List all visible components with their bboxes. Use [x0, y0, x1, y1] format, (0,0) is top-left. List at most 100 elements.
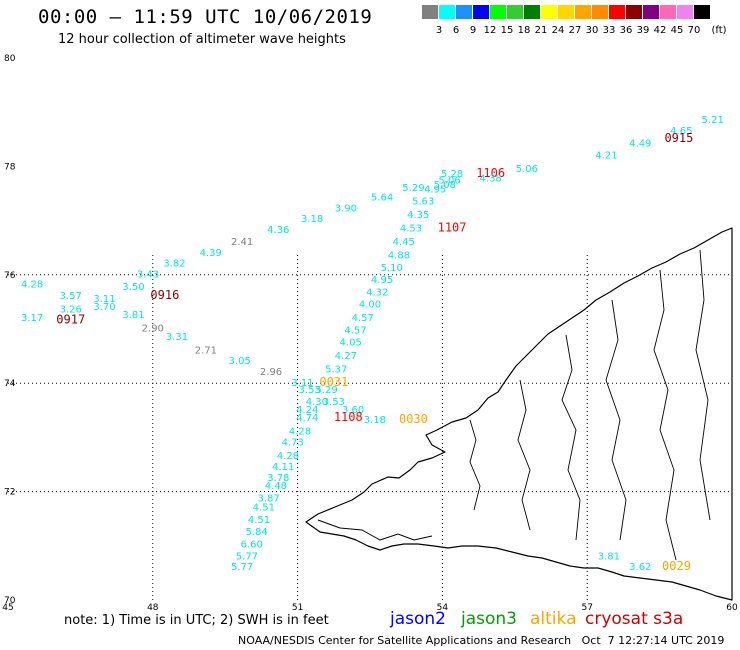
wave-height-label: 6.60	[241, 539, 263, 550]
wave-height-label: 3.18	[301, 214, 323, 225]
color-swatch	[592, 5, 609, 19]
river-line	[653, 269, 677, 561]
wave-height-label: 4.36	[267, 225, 289, 236]
wave-height-label: 3.26	[60, 305, 82, 316]
wave-height-label: 4.53	[400, 223, 422, 234]
wave-height-label: 3.31	[166, 332, 188, 343]
color-swatch	[677, 5, 694, 19]
wave-height-label: 5.10	[381, 263, 403, 274]
color-scale-tick: 36	[619, 25, 633, 36]
satellite-legend-altika: altika	[530, 609, 577, 629]
x-axis-tick-label: 45	[2, 603, 13, 613]
wave-height-label: 5.28	[441, 169, 463, 180]
color-scale-tick: 6	[452, 25, 460, 36]
wave-height-label: 5.84	[245, 527, 267, 538]
color-scale-tick: 9	[469, 25, 477, 36]
wave-height-label: 3.81	[122, 310, 144, 321]
wave-height-label: 3.57	[60, 291, 82, 302]
wave-height-label: 4.57	[344, 325, 366, 336]
color-swatch	[694, 5, 711, 19]
river-line	[469, 419, 481, 511]
wave-height-label: 4.05	[340, 337, 362, 348]
color-swatch	[490, 5, 507, 19]
satellite-legend-jason2: jason2	[390, 609, 446, 629]
wave-height-label: 4.35	[407, 210, 429, 221]
wave-height-label: 4.49	[629, 138, 651, 149]
wave-height-label: 5.06	[439, 176, 461, 187]
satellite-legend-cryosat-s3a: cryosat s3a	[585, 609, 684, 629]
pass-time-label: 0031	[319, 375, 348, 389]
color-swatch	[507, 5, 524, 19]
color-scale-unit: (ft)	[711, 25, 727, 36]
wave-height-label: 4.57	[352, 313, 374, 324]
satellite-legend-jason3: jason3	[461, 609, 517, 629]
color-swatch	[524, 5, 541, 19]
wave-height-label: 4.21	[595, 150, 617, 161]
color-scale-tick: 45	[670, 25, 684, 36]
color-swatch	[456, 5, 473, 19]
color-scale-tick: 3	[435, 25, 443, 36]
wave-height-label: 4.73	[282, 438, 304, 449]
wave-height-label: 4.88	[388, 251, 410, 262]
coastline	[317, 519, 433, 541]
wave-height-label: 4.28	[277, 451, 299, 462]
wave-height-label: 3.53	[323, 397, 345, 408]
wave-height-label: 3.81	[598, 551, 620, 562]
wave-height-label: 3.05	[229, 356, 251, 367]
wave-height-label: 4.51	[248, 515, 270, 526]
wave-height-label: 5.77	[231, 562, 253, 573]
wave-height-label: 4.27	[335, 351, 357, 362]
wave-height-label: 4.51	[253, 503, 275, 514]
y-axis-tick-label: 78	[4, 162, 16, 172]
wave-height-label: 3.50	[122, 282, 144, 293]
wave-height-label: 3.82	[163, 259, 185, 270]
wave-height-label: 5.29	[315, 385, 337, 396]
color-swatch	[541, 5, 558, 19]
wave-height-label: 5.06	[516, 164, 538, 175]
wave-height-label: 3.18	[364, 415, 386, 426]
wave-height-label: 3.11	[291, 378, 313, 389]
color-swatch	[558, 5, 575, 19]
y-axis-tick-label: 80	[4, 54, 16, 64]
pass-time-label: 1106	[476, 166, 505, 180]
wave-height-label: 4.11	[272, 462, 294, 473]
color-swatch	[626, 5, 643, 19]
x-axis-tick-label: 57	[581, 603, 592, 613]
wave-height-label: 5.08	[434, 180, 456, 191]
x-axis-tick-label: 54	[437, 603, 449, 613]
color-scale-tick: 30	[585, 25, 599, 36]
wave-height-label: 3.70	[93, 302, 115, 313]
color-swatch	[422, 5, 439, 19]
x-axis-tick-label: 51	[292, 603, 303, 613]
wave-height-label: 4.30	[306, 397, 328, 408]
wave-height-label: 4.45	[393, 237, 415, 248]
page-title: 00:00 — 11:59 UTC 10/06/2019	[38, 6, 373, 28]
wave-height-label: 5.63	[412, 196, 434, 207]
page-subtitle: 12 hour collection of altimeter wave hei…	[58, 32, 346, 47]
x-axis-tick-label: 48	[147, 603, 159, 613]
x-axis-tick-label: 60	[726, 603, 738, 613]
color-swatch	[609, 5, 626, 19]
wave-height-label: 4.38	[480, 174, 502, 185]
river-line	[517, 379, 531, 531]
river-line	[561, 334, 581, 541]
color-swatch	[575, 5, 592, 19]
wave-height-label: 4.74	[296, 413, 318, 424]
color-scale-tick: 15	[500, 25, 514, 36]
wave-height-label: 3.87	[258, 493, 280, 504]
color-scale-tick: 12	[483, 25, 497, 36]
y-axis-tick-label: 72	[4, 488, 15, 498]
y-axis-tick-label: 70	[4, 596, 16, 606]
wave-height-label: 5.29	[402, 183, 424, 194]
wave-height-label: 5.77	[236, 551, 258, 562]
river-line	[695, 249, 711, 521]
color-scale-tick: 39	[636, 25, 650, 36]
pass-time-label: 1108	[334, 410, 363, 424]
wave-height-label: 4.95	[424, 184, 446, 195]
wave-height-label: 2.90	[142, 324, 164, 335]
color-scale-tick: 33	[602, 25, 616, 36]
pass-time-label: 0917	[56, 313, 85, 327]
color-scale-tick: 24	[551, 25, 565, 36]
color-scale-tick: 27	[568, 25, 582, 36]
